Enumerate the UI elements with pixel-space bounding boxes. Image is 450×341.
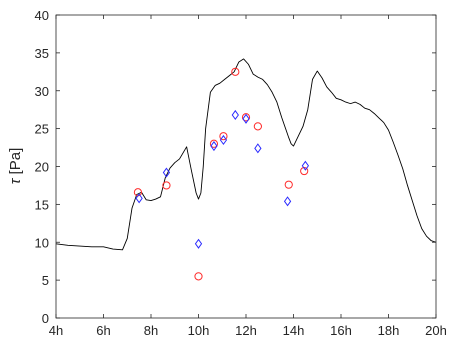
y-tick-label: 40	[35, 8, 49, 23]
y-axis-symbol: τ	[7, 177, 24, 184]
y-tick-label: 5	[42, 273, 49, 288]
y-tick-label: 10	[35, 235, 49, 250]
x-tick-label: 14h	[283, 323, 305, 338]
y-tick-label: 0	[42, 311, 49, 326]
data-point-diamond	[162, 167, 171, 178]
y-axis-unit: [Pa]	[7, 148, 24, 179]
data-point-circle	[241, 113, 251, 122]
x-tick-label: 8h	[144, 323, 158, 338]
data-point-diamond	[242, 113, 250, 124]
data-point-circle	[284, 180, 293, 189]
x-tick-label: 10h	[188, 323, 210, 338]
y-tick-label: 25	[35, 122, 49, 137]
x-tick-label: 20h	[425, 323, 447, 338]
x-tick-label: 12h	[235, 323, 257, 338]
x-tick-label: 6h	[96, 323, 110, 338]
data-point-diamond	[231, 109, 239, 121]
series-line-0	[55, 58, 437, 251]
data-point-circle	[219, 132, 228, 141]
axes-layer: 4h 6h 8h 10h 12h 14h 16h 18h 20h 0 5 10 15 20 25 30 35 40	[35, 8, 447, 338]
y-tick-label: 30	[35, 84, 49, 99]
series-layer	[55, 58, 437, 281]
data-point-diamond	[219, 134, 228, 146]
data-point-diamond	[301, 160, 310, 171]
data-point-diamond	[254, 143, 262, 154]
data-point-circle	[162, 181, 171, 190]
data-point-circle	[194, 272, 203, 281]
data-point-diamond	[135, 193, 143, 204]
data-point-diamond	[210, 140, 218, 152]
data-point-circle	[209, 139, 219, 148]
y-tick-label: 15	[35, 197, 49, 212]
data-point-circle	[253, 122, 262, 131]
plot-background	[56, 15, 436, 318]
y-tick-label: 35	[35, 46, 49, 61]
data-point-diamond	[194, 238, 203, 249]
y-tick-label: 20	[35, 160, 49, 175]
plot-area	[56, 15, 436, 318]
data-point-circle	[231, 67, 240, 76]
x-tick-label: 18h	[378, 323, 400, 338]
y-axis-label: τ [Pa]	[7, 148, 24, 184]
data-point-diamond	[283, 196, 292, 207]
x-tick-label: 4h	[49, 323, 63, 338]
x-tick-label: 16h	[330, 323, 352, 338]
